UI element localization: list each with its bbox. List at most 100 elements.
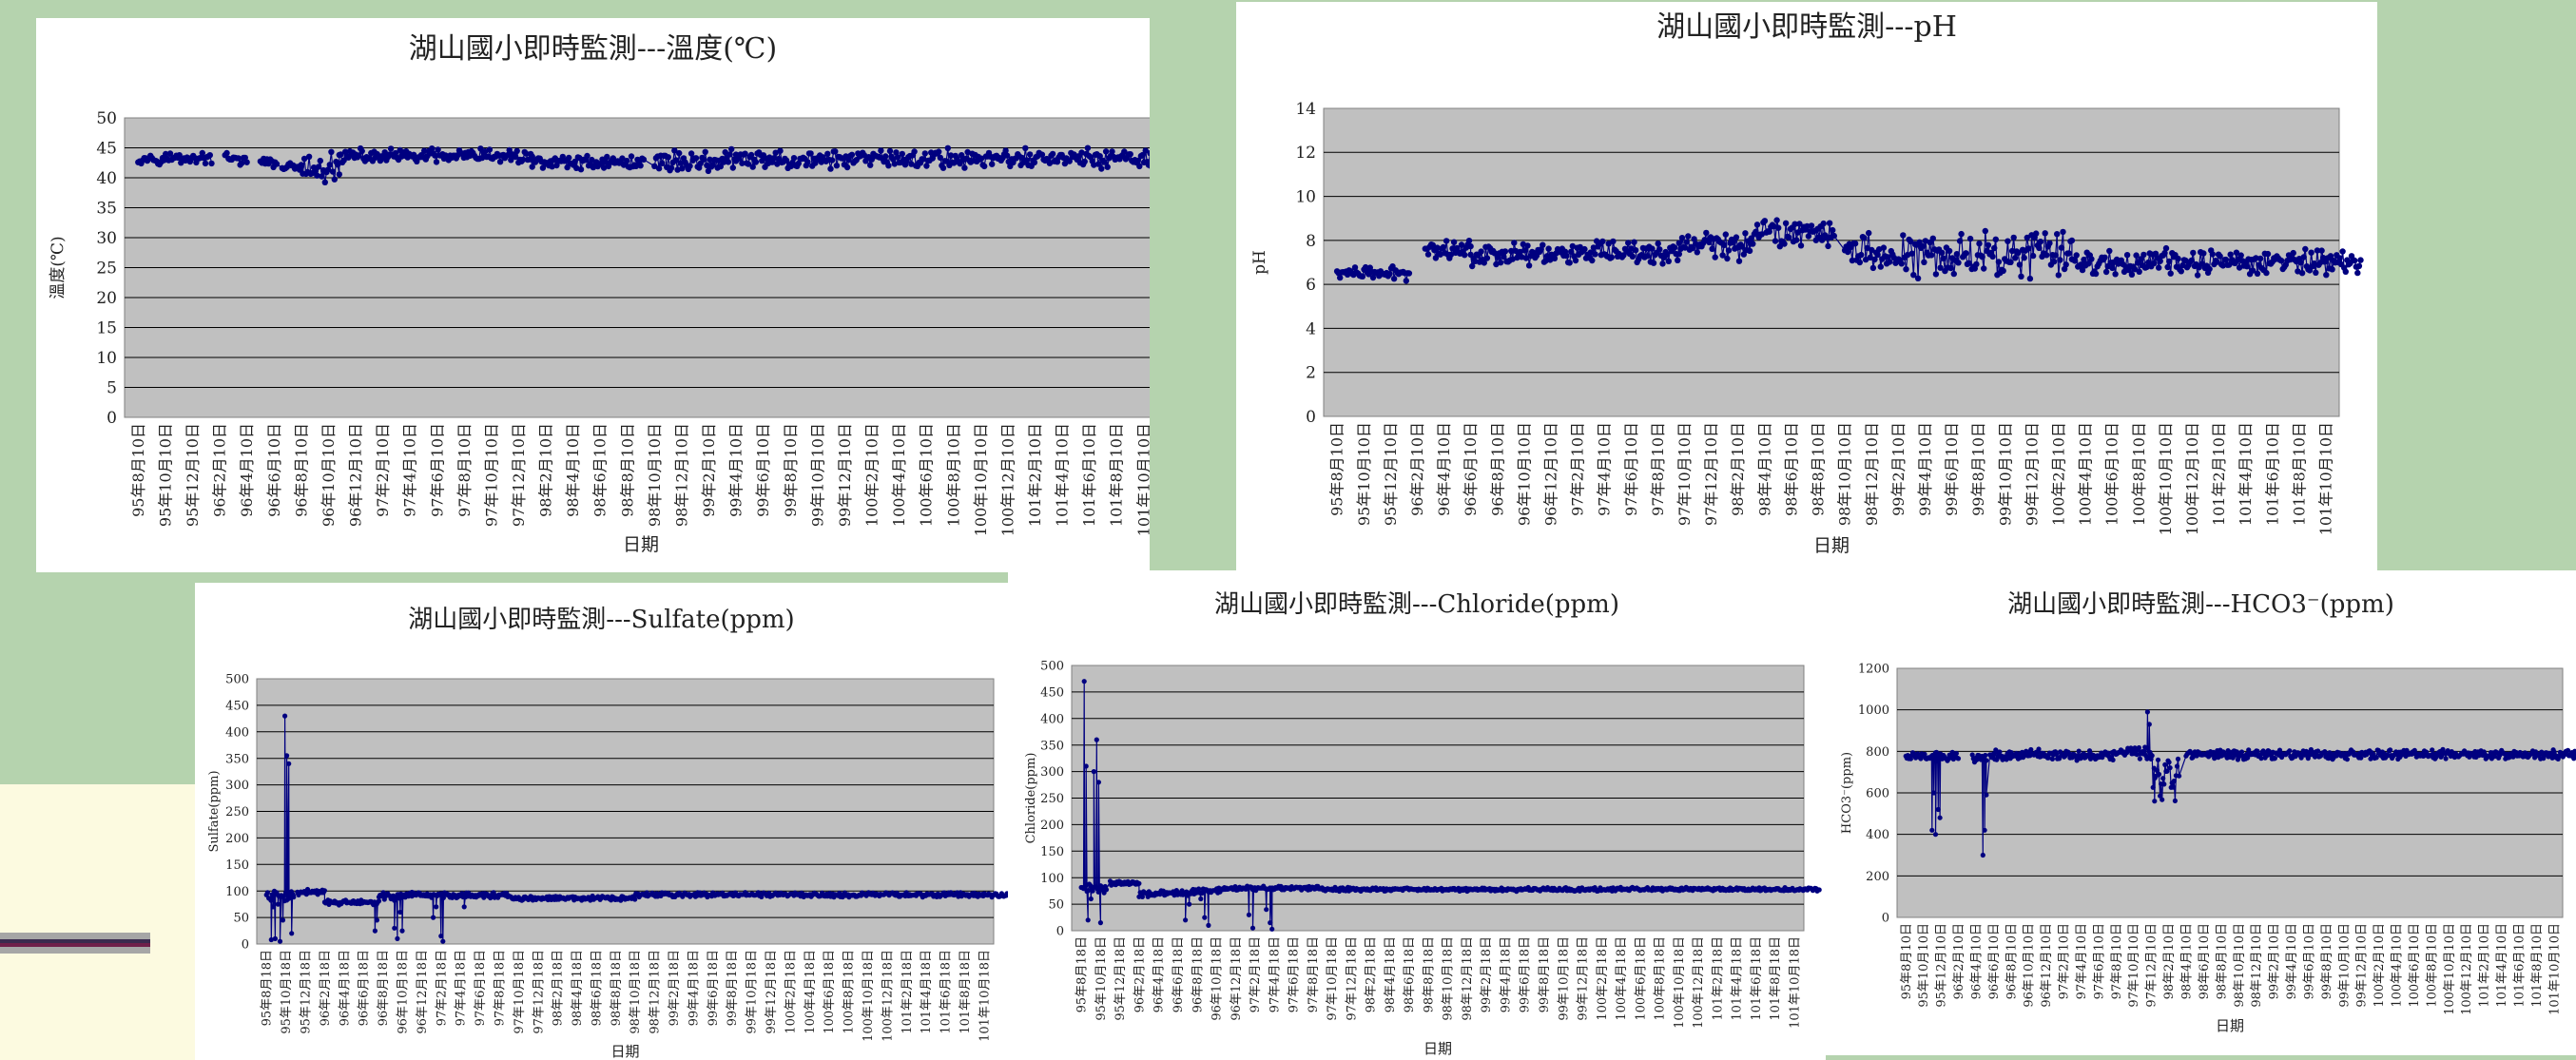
x-tick-label: 99年6月10日 (2302, 923, 2316, 999)
data-point (2110, 757, 2116, 762)
x-tick-label: 97年10月10日 (1675, 422, 1694, 526)
x-tick-label: 99年8月18日 (726, 950, 740, 1026)
data-point (651, 163, 658, 169)
x-tick-label: 96年4月18日 (1152, 936, 1167, 1012)
data-point (2087, 756, 2094, 761)
data-point (2000, 267, 2006, 275)
data-point (272, 935, 278, 941)
data-point (1826, 220, 1833, 226)
data-point (282, 713, 288, 719)
data-point (1066, 158, 1073, 164)
x-tick-label: 99年8月10日 (1969, 422, 1987, 516)
data-point (1023, 157, 1031, 164)
x-tick-label: 99年6月10日 (1943, 422, 1961, 516)
x-tick-label: 98年6月18日 (590, 950, 604, 1026)
data-point (2012, 255, 2019, 261)
data-point (790, 155, 798, 162)
data-point (2150, 784, 2156, 790)
data-point (2314, 247, 2321, 254)
data-point (2336, 255, 2343, 261)
x-tick-label: 98年4月18日 (571, 950, 585, 1026)
x-tick-label: 97年12月18日 (532, 950, 546, 1034)
x-tick-label: 98年10月18日 (1442, 936, 1456, 1021)
data-point (289, 931, 295, 936)
data-point (2200, 250, 2207, 257)
data-point (1424, 251, 1432, 258)
data-point (632, 896, 638, 902)
y-axis-label: HCO3⁻(ppm) (1840, 752, 1854, 834)
y-tick-label: 15 (96, 318, 117, 337)
x-tick-label: 100年12月10日 (998, 423, 1017, 536)
data-point (315, 164, 322, 170)
data-point (573, 164, 580, 171)
data-point (2160, 776, 2166, 781)
data-point (1709, 245, 1715, 252)
data-point (1497, 260, 1504, 266)
data-point (1947, 264, 1954, 272)
data-point (1268, 920, 1273, 926)
data-point (833, 163, 841, 169)
data-point (1719, 252, 1726, 259)
data-point (2049, 756, 2055, 761)
data-point (891, 161, 898, 167)
data-point (2209, 251, 2216, 258)
x-tick-label: 98年12月10日 (2250, 923, 2264, 1008)
data-point (1632, 247, 1639, 254)
x-tick-label: 96年4月10日 (1969, 923, 1984, 999)
data-point (1465, 238, 1473, 244)
x-tick-label: 99年2月10日 (700, 423, 718, 517)
data-point (886, 147, 894, 155)
x-tick-label: 99年4月18日 (1499, 936, 1513, 1012)
data-point (2443, 756, 2449, 761)
x-tick-label: 99年10月10日 (1996, 422, 2014, 526)
data-point (314, 172, 320, 179)
data-point (1038, 151, 1046, 158)
data-point (848, 151, 856, 158)
y-tick-label: 50 (1048, 898, 1064, 913)
series-markers (1078, 679, 1822, 932)
x-tick-label: 97年6月10日 (428, 423, 446, 517)
x-tick-label: 100年4月18日 (804, 950, 818, 1034)
data-point (268, 936, 274, 943)
x-tick-label: 96年8月10日 (2005, 923, 2019, 999)
data-point (1403, 278, 1409, 284)
x-tick-label: 98年4月10日 (2179, 923, 2194, 999)
series-markers (1903, 709, 2576, 858)
data-point (1887, 259, 1893, 265)
data-point (434, 904, 439, 910)
y-tick-label: 200 (225, 832, 249, 846)
data-point (1659, 260, 1666, 267)
data-point (1206, 922, 1211, 928)
y-tick-label: 600 (1866, 787, 1889, 801)
data-point (1434, 244, 1441, 251)
data-point (961, 164, 968, 171)
data-point (2276, 747, 2283, 753)
data-point (1797, 242, 1805, 249)
x-axis-label: 日期 (2216, 1017, 2244, 1034)
x-tick-label: 101年10月18日 (978, 950, 992, 1042)
data-point (2137, 756, 2142, 761)
data-point (2315, 748, 2321, 754)
x-tick-label: 95年8月18日 (261, 950, 275, 1026)
data-point (1572, 257, 1579, 264)
data-point (1081, 679, 1087, 684)
x-tick-label: 100年12月10日 (2183, 422, 2201, 535)
data-point (1931, 754, 1937, 760)
x-tick-label: 101年4月10日 (1054, 423, 1072, 527)
data-point (604, 153, 610, 161)
data-point (1928, 252, 1935, 259)
data-point (1955, 260, 1962, 266)
data-point (2015, 249, 2022, 257)
x-tick-label: 98年8月10日 (2215, 923, 2229, 999)
data-point (1851, 241, 1859, 247)
x-tick-label: 99年4月10日 (2285, 923, 2299, 999)
data-point (2081, 256, 2087, 263)
data-point (2024, 234, 2030, 241)
data-point (1522, 255, 1530, 261)
data-point (1861, 235, 1868, 241)
data-point (523, 150, 530, 157)
data-point (1386, 271, 1393, 278)
data-point (1678, 235, 1686, 241)
x-tick-label: 98年4月10日 (564, 423, 582, 517)
data-point (827, 165, 834, 172)
